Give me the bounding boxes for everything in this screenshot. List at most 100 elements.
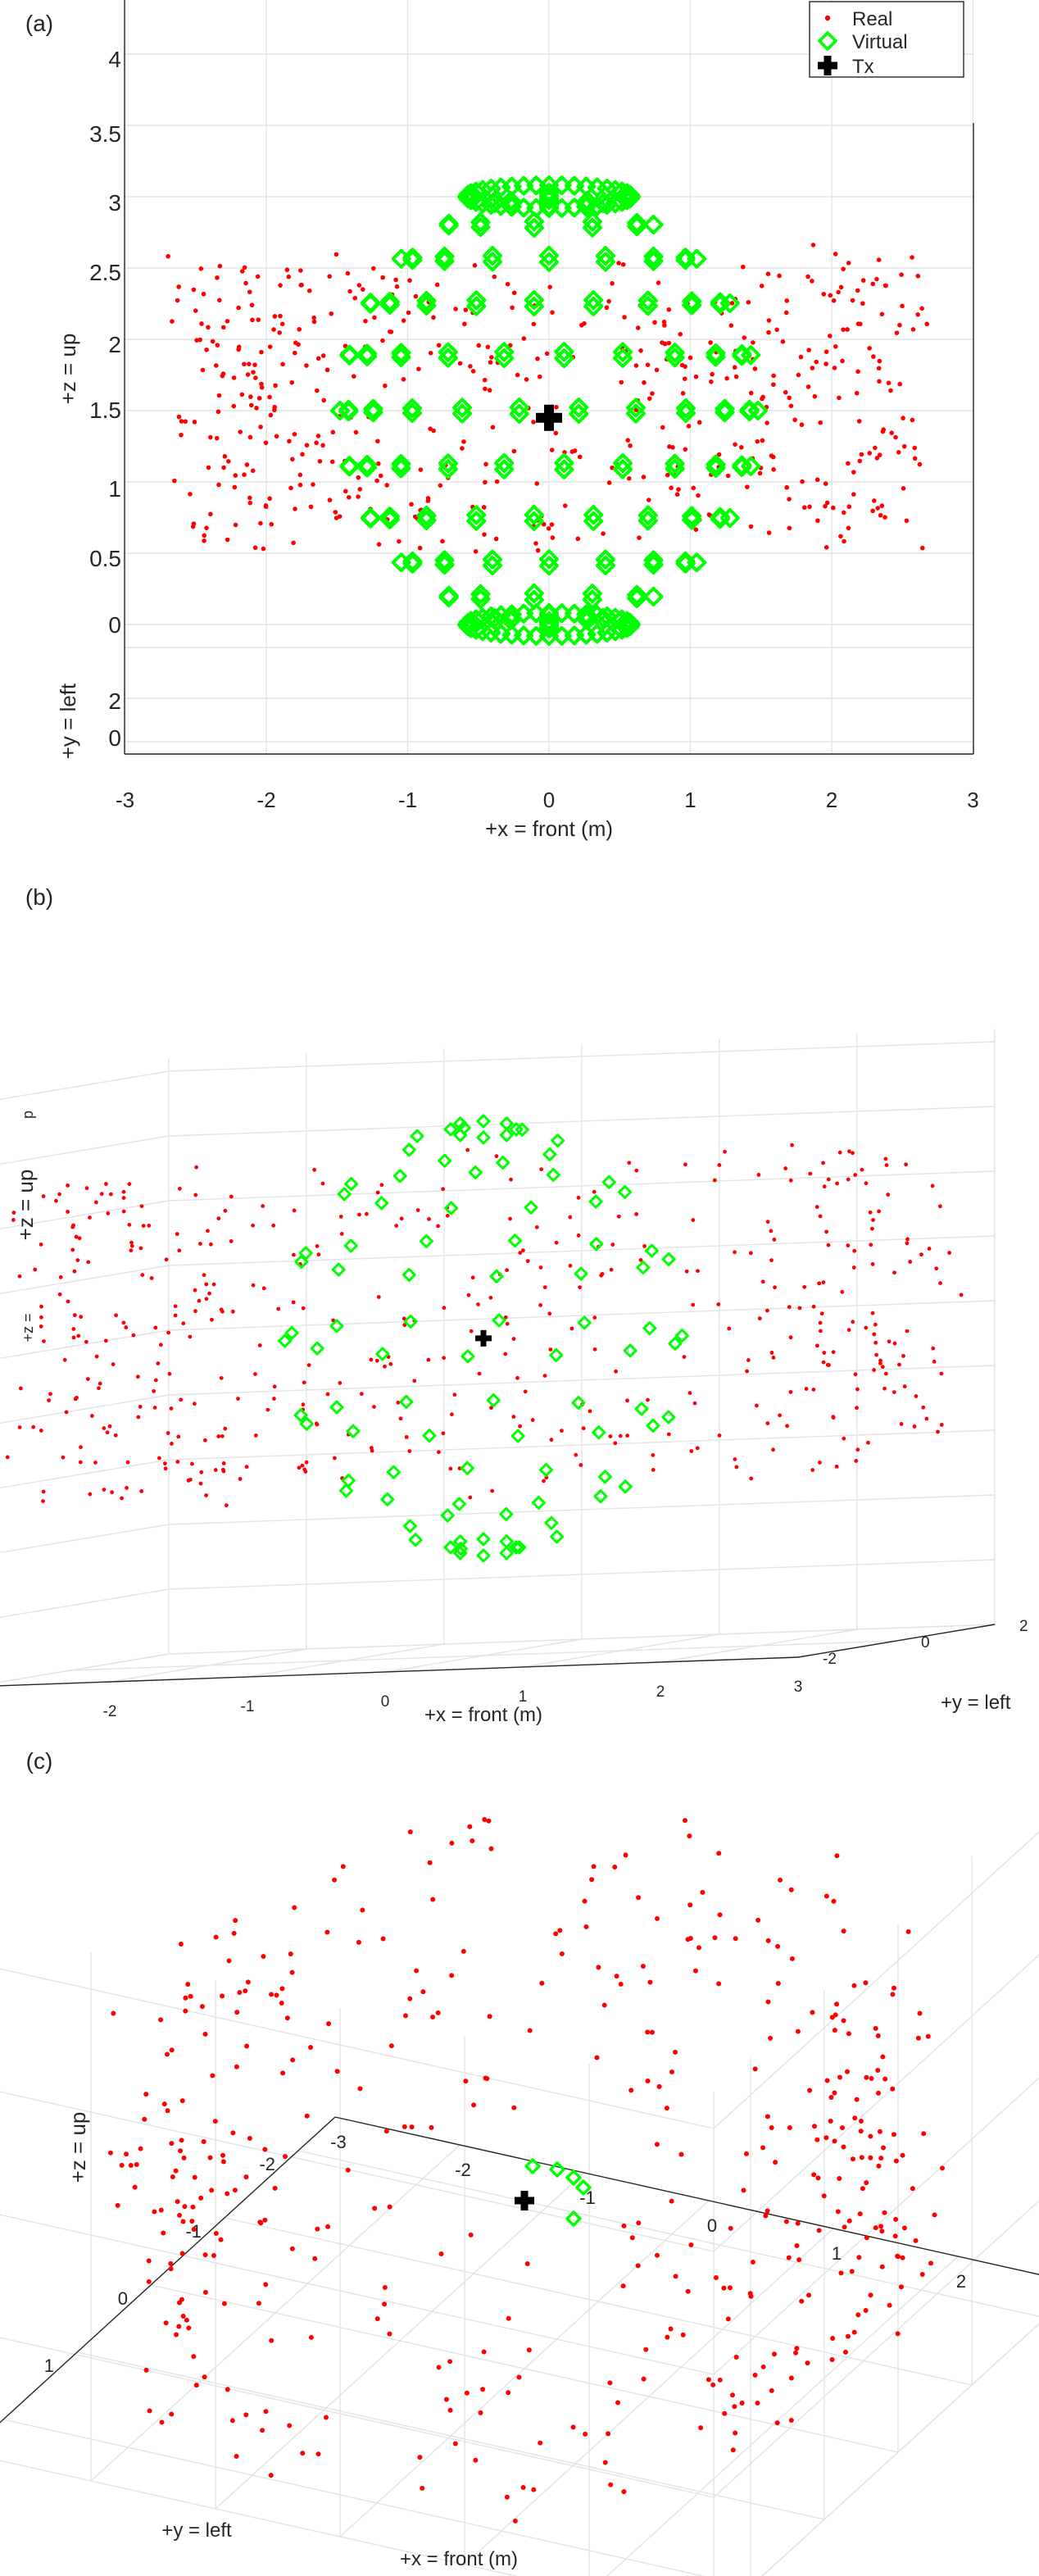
real-point bbox=[452, 2441, 458, 2447]
real-point bbox=[169, 2047, 175, 2053]
real-point bbox=[881, 427, 886, 433]
real-point bbox=[261, 546, 266, 552]
real-point bbox=[685, 2288, 691, 2294]
real-point bbox=[780, 338, 786, 344]
real-point bbox=[775, 1981, 781, 1987]
real-point bbox=[70, 1247, 75, 1252]
real-point bbox=[409, 2124, 415, 2130]
real-point bbox=[402, 1323, 407, 1328]
real-point bbox=[810, 366, 815, 370]
real-point bbox=[186, 2325, 192, 2331]
real-point bbox=[383, 2128, 389, 2134]
real-point bbox=[913, 2238, 919, 2243]
virtual-point bbox=[438, 348, 458, 368]
real-point bbox=[892, 1341, 897, 1346]
virtual-point bbox=[476, 1114, 491, 1129]
real-point bbox=[869, 2075, 874, 2081]
real-point bbox=[188, 492, 193, 497]
real-point bbox=[490, 1488, 495, 1493]
real-point bbox=[278, 283, 283, 288]
real-point bbox=[304, 363, 309, 368]
real-point bbox=[877, 358, 882, 364]
real-point bbox=[466, 1293, 471, 1297]
real-point bbox=[849, 2269, 855, 2274]
virtual-point bbox=[550, 1529, 565, 1544]
virtual-point bbox=[363, 398, 383, 419]
virtual-point bbox=[675, 551, 696, 571]
real-point bbox=[687, 1391, 692, 1395]
real-point bbox=[108, 1192, 113, 1197]
real-point bbox=[253, 1372, 257, 1376]
real-point bbox=[842, 2224, 847, 2230]
real-point bbox=[282, 2154, 288, 2160]
real-point bbox=[302, 1380, 306, 1385]
real-point bbox=[138, 1404, 143, 1409]
virtual-point bbox=[582, 211, 602, 232]
real-point bbox=[287, 438, 292, 444]
real-point bbox=[660, 340, 665, 345]
real-point bbox=[387, 329, 392, 334]
panel-a: 0 0.5 1 1.5 2 2.5 3 3.5 4 0 2 -3 -2 -1 0 1 2 3 +x = front … bbox=[0, 0, 1039, 852]
real-point bbox=[748, 524, 754, 529]
real-point bbox=[592, 1189, 597, 1194]
real-point bbox=[93, 1461, 98, 1465]
real-point bbox=[326, 2021, 332, 2027]
real-point bbox=[769, 1351, 774, 1355]
real-point bbox=[772, 1238, 777, 1242]
back-wall-gridline bbox=[0, 2460, 519, 2576]
real-point bbox=[845, 2069, 851, 2074]
real-point bbox=[606, 2431, 611, 2437]
real-point bbox=[511, 2105, 517, 2110]
virtual-point bbox=[438, 213, 459, 234]
real-point bbox=[271, 327, 276, 332]
real-point bbox=[794, 2242, 800, 2248]
real-point bbox=[276, 1306, 281, 1311]
real-point bbox=[105, 1430, 110, 1435]
real-point bbox=[851, 492, 856, 497]
x-tick-label: 1 bbox=[519, 1688, 528, 1706]
real-point bbox=[823, 545, 829, 550]
real-point bbox=[180, 2219, 186, 2224]
real-point bbox=[687, 355, 693, 361]
real-point bbox=[192, 2174, 197, 2180]
real-point bbox=[679, 362, 685, 368]
real-point bbox=[220, 1309, 225, 1314]
real-point bbox=[636, 2220, 642, 2226]
real-point bbox=[232, 484, 238, 490]
real-point bbox=[666, 307, 672, 312]
real-point bbox=[221, 465, 226, 470]
virtual-point bbox=[665, 343, 685, 363]
real-point bbox=[687, 1833, 692, 1839]
real-point bbox=[721, 2285, 727, 2291]
real-point bbox=[925, 2033, 931, 2039]
real-point bbox=[250, 468, 256, 474]
real-point bbox=[202, 1273, 206, 1278]
real-point bbox=[442, 1306, 447, 1311]
real-point bbox=[910, 2186, 915, 2192]
real-point bbox=[469, 1329, 474, 1333]
real-point bbox=[304, 1460, 309, 1465]
real-point bbox=[220, 1993, 225, 1999]
real-point bbox=[306, 1363, 311, 1368]
real-point bbox=[198, 266, 204, 271]
real-point bbox=[321, 398, 327, 403]
virtual-point bbox=[539, 245, 559, 266]
virtual-point bbox=[476, 1130, 491, 1145]
real-point bbox=[382, 2284, 388, 2290]
real-point bbox=[244, 1465, 249, 1470]
virtual-point bbox=[499, 1116, 514, 1131]
real-point bbox=[370, 1448, 374, 1453]
real-point bbox=[210, 2073, 216, 2079]
real-point bbox=[247, 2136, 252, 2142]
real-point bbox=[329, 459, 335, 465]
real-point bbox=[193, 1309, 197, 1314]
real-point bbox=[176, 2324, 182, 2329]
real-point bbox=[138, 2146, 143, 2151]
real-point bbox=[42, 1339, 46, 1343]
real-point bbox=[708, 340, 713, 345]
real-point bbox=[436, 1224, 441, 1229]
virtual-point bbox=[476, 1548, 491, 1563]
real-point bbox=[905, 1241, 910, 1246]
real-point bbox=[650, 391, 655, 396]
